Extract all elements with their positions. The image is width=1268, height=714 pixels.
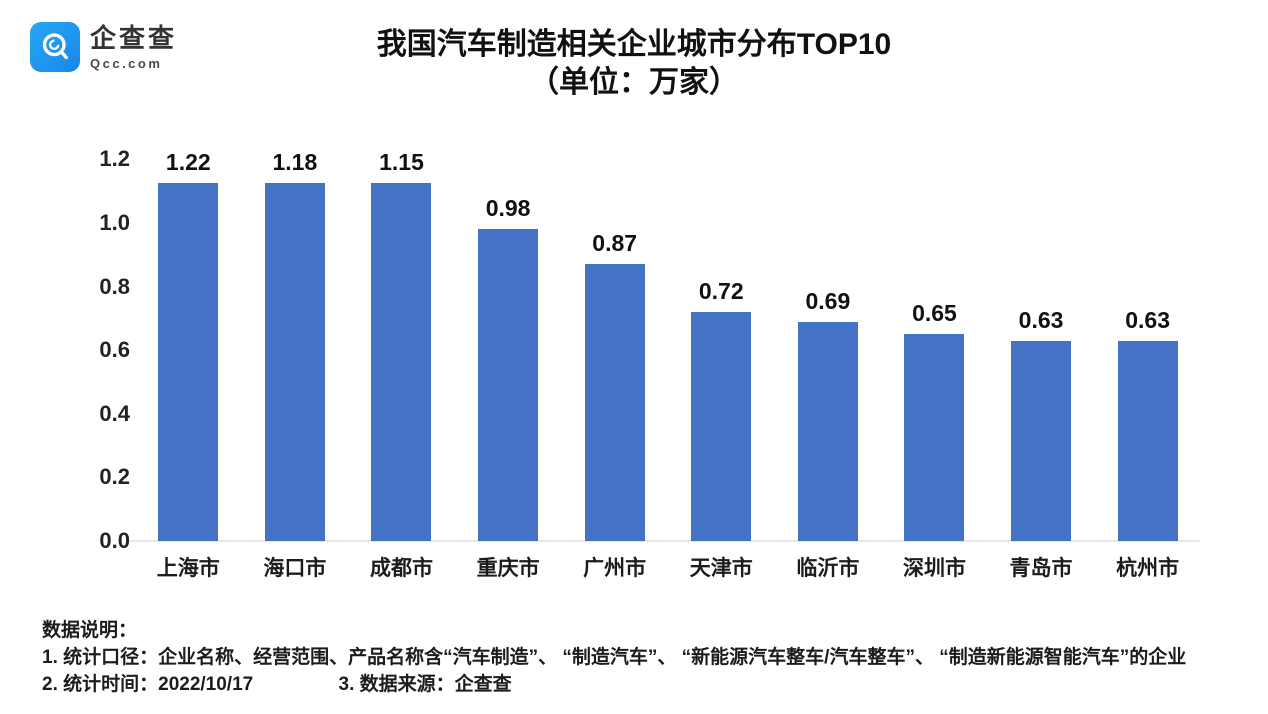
logo-domain: Qcc.com bbox=[90, 55, 163, 71]
bar bbox=[158, 183, 219, 541]
bar-slot: 0.87 bbox=[561, 151, 668, 541]
chart-title-line1: 我国汽车制造相关企业城市分布TOP10 bbox=[376, 28, 892, 61]
y-tick-label: 0.2 bbox=[99, 464, 130, 489]
bar-slot: 1.15 bbox=[348, 151, 455, 541]
x-tick-label: 天津市 bbox=[689, 557, 753, 580]
y-tick-label: 0.4 bbox=[99, 401, 130, 426]
x-tick-label: 成都市 bbox=[369, 557, 433, 580]
x-tick-label: 重庆市 bbox=[476, 557, 540, 580]
bar-value-label: 0.65 bbox=[912, 300, 957, 326]
bar-slot: 0.69 bbox=[775, 151, 882, 541]
bar-value-label: 1.18 bbox=[272, 149, 318, 175]
x-axis-baseline bbox=[130, 540, 1200, 542]
bar bbox=[584, 264, 645, 541]
x-tick-label: 杭州市 bbox=[1116, 557, 1180, 580]
notes-heading: 数据说明： bbox=[42, 620, 138, 641]
y-tick-label: 1.0 bbox=[99, 210, 130, 235]
logo-brand-name: 企查查 bbox=[90, 22, 178, 53]
bar bbox=[1011, 341, 1072, 541]
bar bbox=[478, 229, 539, 541]
data-notes: 数据说明： 1. 统计口径：企业名称、经营范围、产品名称含“汽车制造”、 “制造… bbox=[42, 617, 1252, 698]
notes-data-source: 3. 数据来源：企查查 bbox=[338, 674, 512, 695]
bar-value-label: 0.87 bbox=[592, 230, 638, 256]
bar-slot: 0.72 bbox=[668, 151, 775, 541]
bar-slot: 1.18 bbox=[242, 151, 349, 541]
bar bbox=[371, 183, 432, 541]
notes-line1: 1. 统计口径：企业名称、经营范围、产品名称含“汽车制造”、 “制造汽车”、 “… bbox=[42, 647, 1187, 668]
bar-value-label: 0.98 bbox=[485, 195, 531, 221]
chart-title-line2: （单位：万家） bbox=[529, 66, 739, 99]
bar bbox=[691, 312, 752, 541]
x-tick-label: 青岛市 bbox=[1009, 557, 1073, 580]
bar bbox=[797, 322, 858, 541]
x-tick-label: 广州市 bbox=[583, 557, 647, 580]
magnifier-spiral-icon bbox=[42, 33, 68, 60]
bar-slot: 0.65 bbox=[881, 151, 988, 541]
y-tick-label: 0.6 bbox=[99, 337, 130, 362]
bar-plot: 1.22 1.18 1.15 0.98 0.87 0.72 0.69 0.65 0.63 0.63 bbox=[135, 151, 1201, 541]
bar-value-label: 0.72 bbox=[698, 278, 744, 304]
x-tick-label: 深圳市 bbox=[902, 557, 966, 580]
bar bbox=[264, 183, 325, 541]
x-axis-labels: 上海市 海口市 成都市 重庆市 广州市 天津市 临沂市 深圳市 青岛市 杭州市 bbox=[135, 556, 1201, 581]
bar-slot: 0.63 bbox=[1094, 151, 1201, 541]
y-axis: 0.0 0.2 0.4 0.6 0.8 1.0 1.2 bbox=[40, 146, 130, 552]
y-tick-label: 1.2 bbox=[99, 146, 130, 171]
bar bbox=[1117, 341, 1178, 541]
chart-title: 我国汽车制造相关企业城市分布TOP10 （单位：万家） bbox=[0, 26, 1268, 102]
y-tick-label: 0.8 bbox=[99, 274, 130, 299]
x-tick-label: 临沂市 bbox=[796, 557, 860, 580]
qcc-logo: 企查查 Qcc.com bbox=[30, 22, 177, 72]
x-tick-label: 上海市 bbox=[156, 557, 220, 580]
bar-value-label: 0.63 bbox=[1018, 307, 1064, 333]
x-tick-label: 海口市 bbox=[263, 557, 327, 580]
notes-stat-time: 2. 统计时间：2022/10/17 bbox=[42, 674, 254, 695]
bar-slot: 1.22 bbox=[135, 151, 242, 541]
bar-slot: 0.98 bbox=[455, 151, 562, 541]
notes-line2: 2. 统计时间：2022/10/17 3. 数据来源：企查查 bbox=[42, 671, 1252, 698]
y-tick-label: 0.0 bbox=[99, 528, 130, 553]
bar-value-label: 0.63 bbox=[1125, 307, 1171, 333]
bar-value-label: 1.22 bbox=[165, 149, 211, 175]
bar bbox=[904, 334, 965, 541]
qcc-logo-icon bbox=[30, 22, 80, 72]
bar-slot: 0.63 bbox=[988, 151, 1095, 541]
bar-value-label: 0.69 bbox=[805, 288, 851, 314]
bar-value-label: 1.15 bbox=[379, 149, 424, 175]
